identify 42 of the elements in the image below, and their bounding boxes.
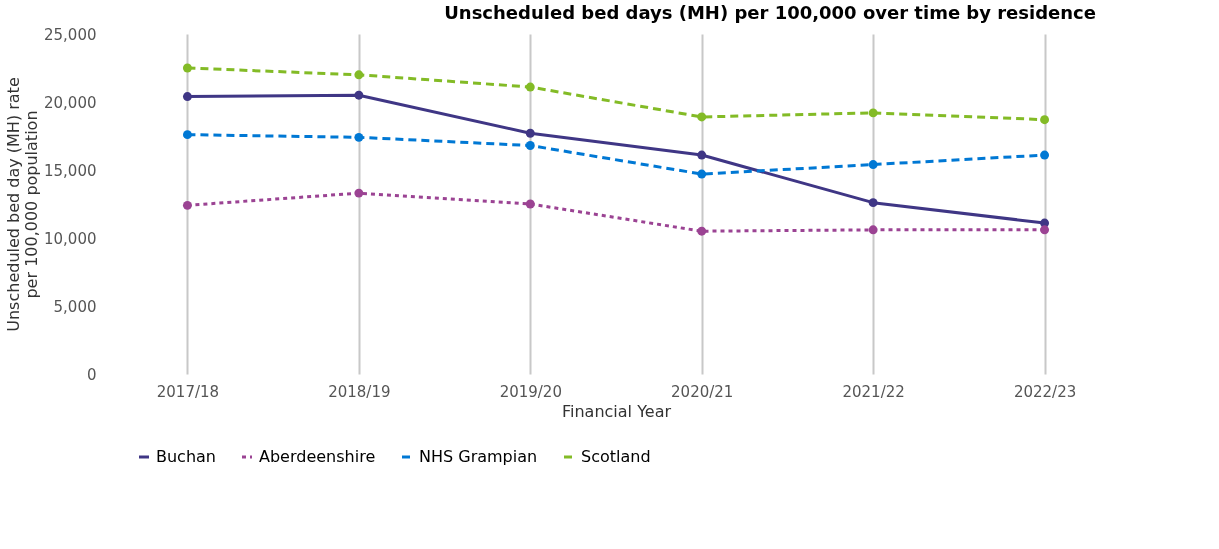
point <box>1040 225 1050 235</box>
x-tick-label: 2021/22 <box>842 382 905 401</box>
point <box>354 132 364 142</box>
x-tick-label: 2022/23 <box>1013 382 1077 401</box>
point <box>354 188 364 198</box>
point <box>354 70 364 80</box>
point <box>868 108 878 118</box>
point <box>697 150 707 160</box>
point <box>525 141 535 150</box>
x-axis-title: Financial Year <box>561 401 672 421</box>
legend-label: Aberdeenshire <box>259 447 376 466</box>
point <box>868 160 878 170</box>
point <box>525 199 535 209</box>
y-tick-label: 5,000 <box>53 297 97 316</box>
y-tick-label: 25,000 <box>44 25 97 44</box>
y-tick-label: 15,000 <box>44 161 97 180</box>
point <box>354 90 364 100</box>
point <box>868 225 878 235</box>
x-tick-label: 2018/19 <box>328 382 391 401</box>
chart-title: Unscheduled bed days (MH) per 100,000 over time by residence <box>444 2 1096 23</box>
y-axis-title: Unscheduled bed day (MH) rate per 100,000 population <box>4 77 42 332</box>
point <box>182 92 192 102</box>
y-tick-label: 20,000 <box>44 93 97 112</box>
y-tick-label: 10,000 <box>44 229 97 248</box>
legend-label: NHS Grampian <box>419 447 538 466</box>
point <box>525 82 535 92</box>
point <box>868 198 878 208</box>
point <box>697 226 707 236</box>
point <box>182 130 192 140</box>
legend-label: Scotland <box>581 447 651 466</box>
point <box>1040 115 1050 125</box>
point <box>525 128 535 138</box>
x-tick-label: 2020/21 <box>671 382 734 401</box>
point <box>182 63 192 73</box>
point <box>1040 150 1050 160</box>
x-tick-label: 2019/20 <box>499 382 562 401</box>
x-tick-label: 2017/18 <box>156 382 220 401</box>
point <box>697 112 707 122</box>
point <box>182 200 192 210</box>
point <box>697 169 707 179</box>
legend-label: Buchan <box>156 447 216 466</box>
y-tick-label: 0 <box>86 365 97 384</box>
